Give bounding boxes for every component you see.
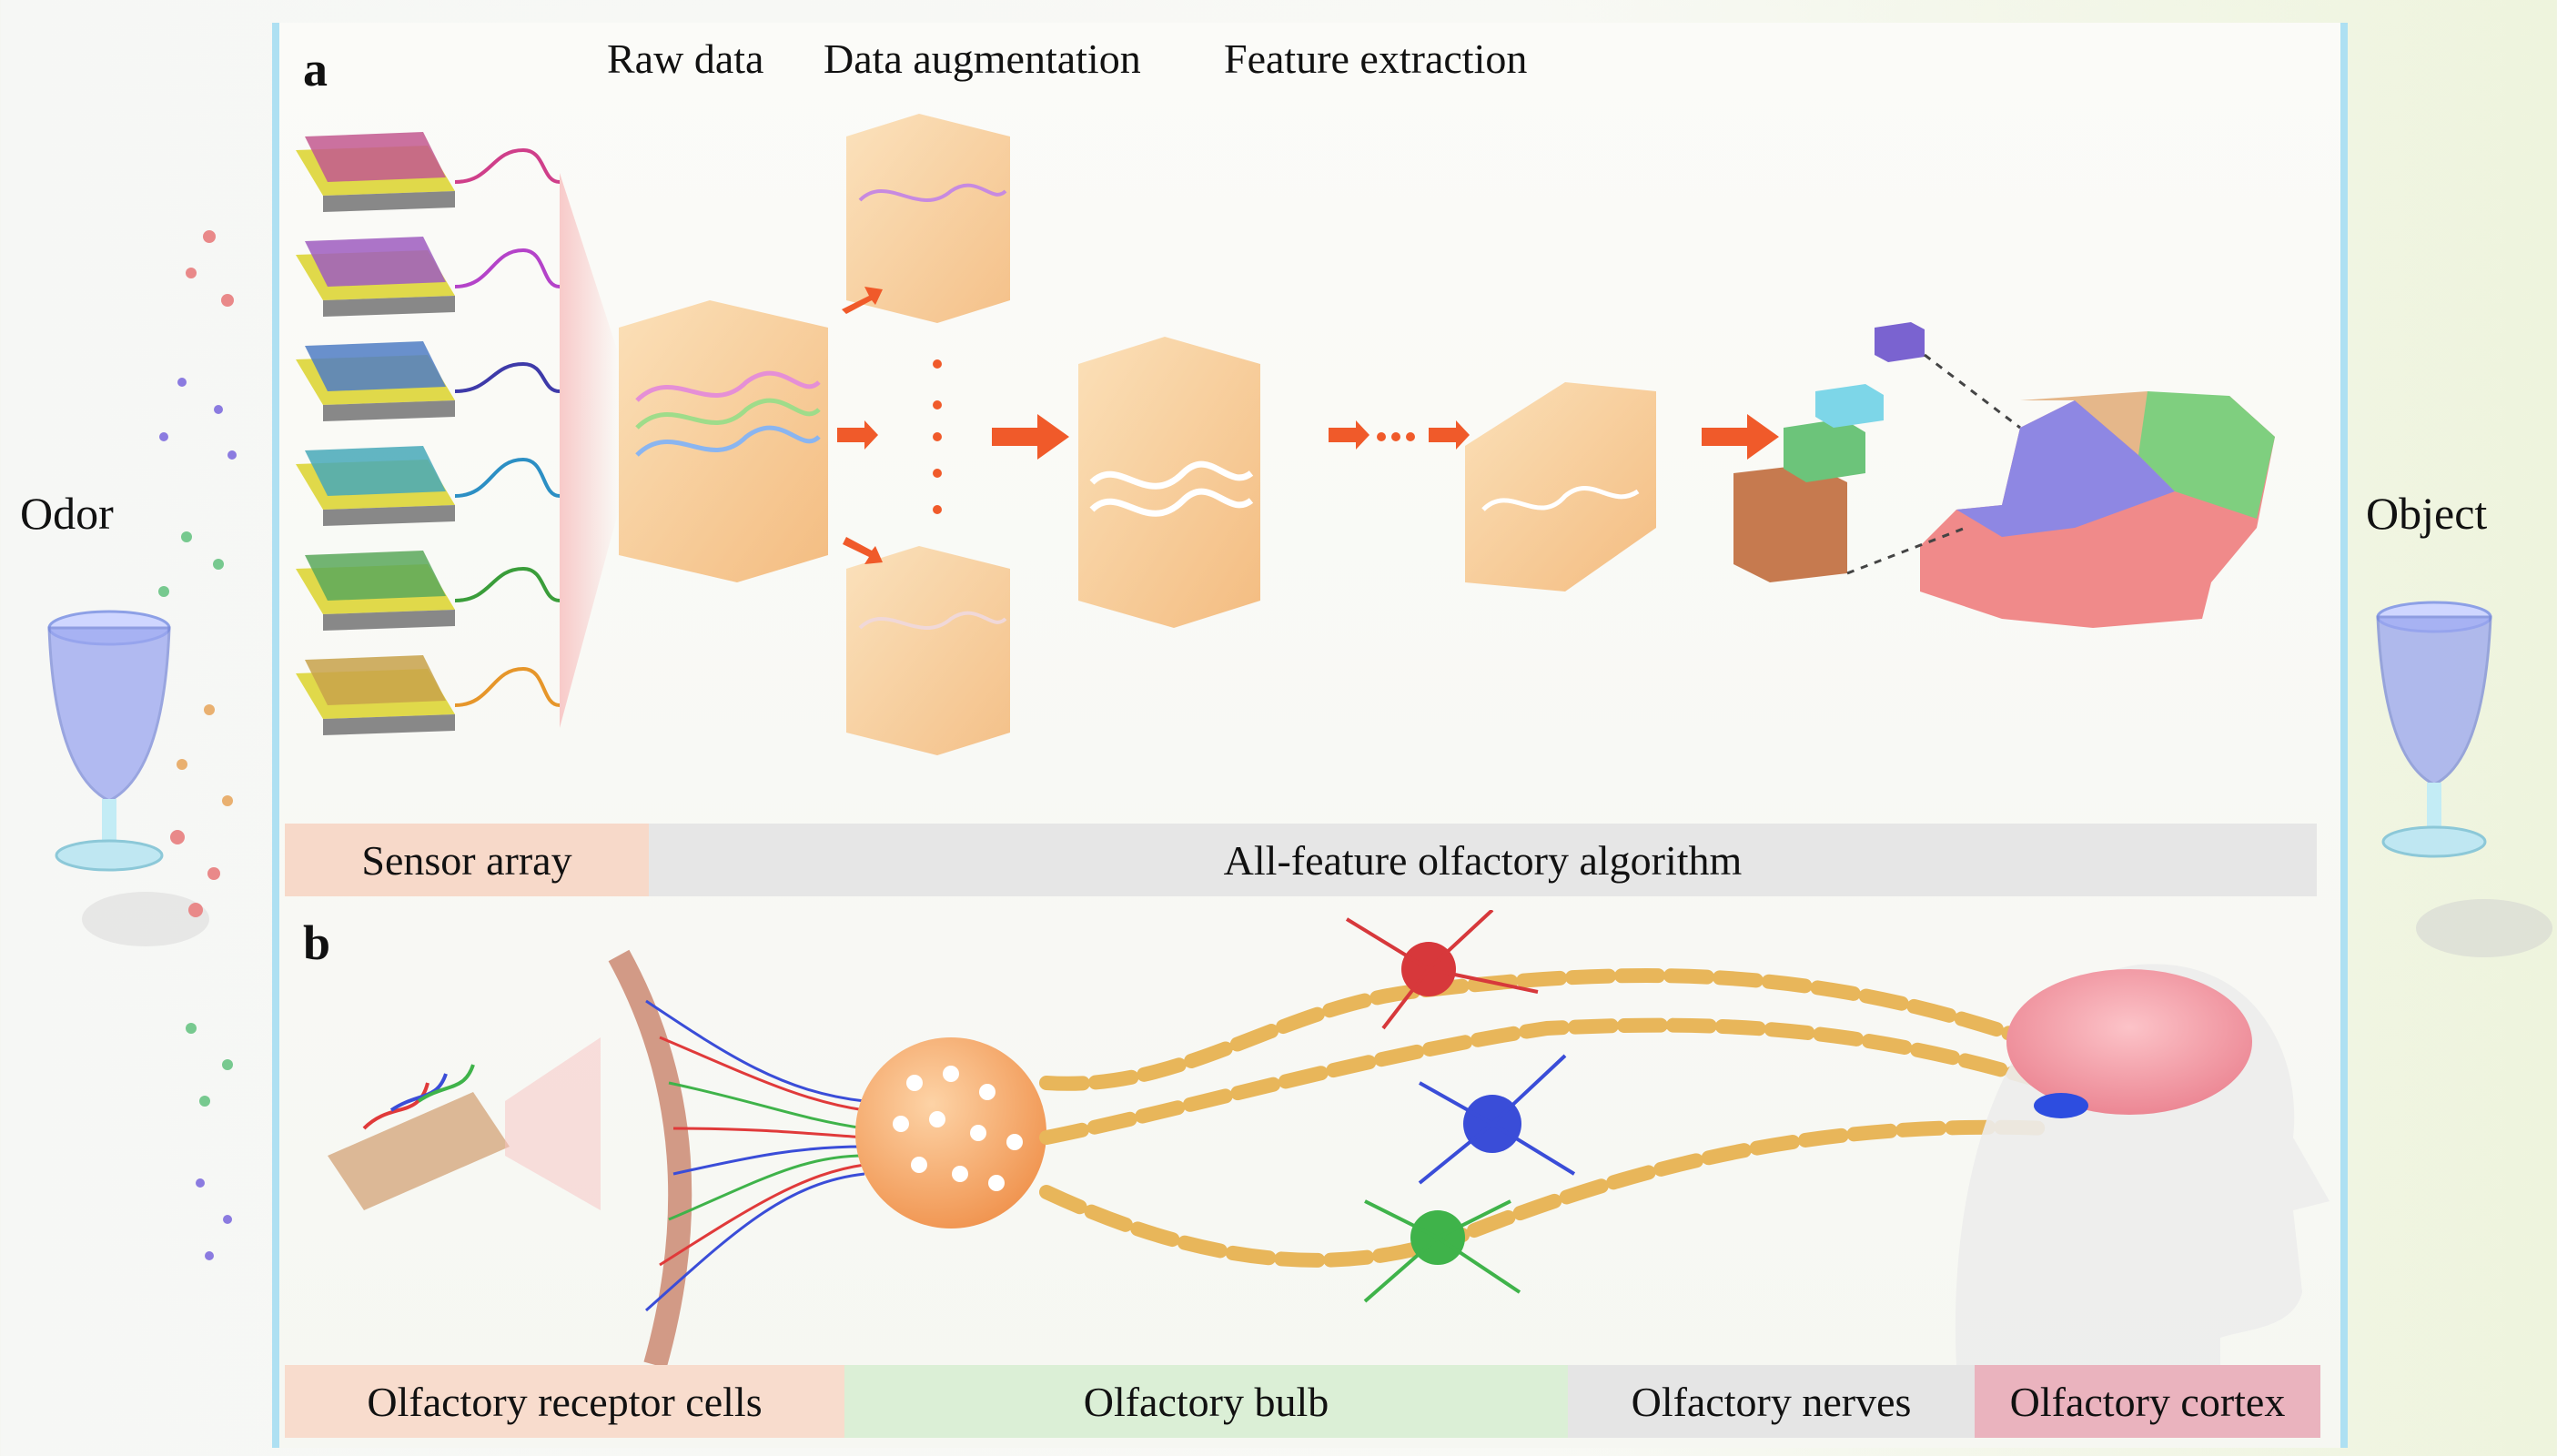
- odor-label: Odor: [20, 488, 114, 539]
- receptor-tissue: [328, 1064, 510, 1210]
- bar-sensor-array: Sensor array: [285, 824, 649, 896]
- panel-b-letter: b: [303, 915, 331, 970]
- bar-olfactory-bulb: Olfactory bulb: [844, 1365, 1568, 1438]
- bar-olfactory-nerves: Olfactory nerves: [1568, 1365, 1975, 1438]
- header-data-augmentation: Data augmentation: [824, 35, 1141, 82]
- header-feature-extraction: Feature extraction: [1224, 35, 1528, 82]
- feature-cube: [1078, 337, 1260, 628]
- neuron-green: [1363, 1199, 1521, 1303]
- bar-olfactory-receptor-cells: Olfactory receptor cells: [285, 1365, 844, 1438]
- decision-map: [1920, 391, 2275, 628]
- header-raw-data: Raw data: [607, 35, 764, 82]
- neuron-red: [1345, 910, 1539, 1030]
- bar-olfactory-cortex: Olfactory cortex: [1975, 1365, 2320, 1438]
- brain: [2006, 969, 2252, 1115]
- panel-a-letter: a: [303, 42, 328, 96]
- panel-a-illustration: [296, 114, 2275, 755]
- panel-b-illustration: [328, 910, 2330, 1369]
- extracted-feature-cube: [1465, 382, 1656, 592]
- object-label: Object: [2366, 488, 2488, 539]
- olfactory-epithelium: [608, 949, 692, 1369]
- augmented-cube-bottom: [846, 546, 1010, 755]
- feature-blocks: [1733, 322, 1925, 582]
- raw-data-cube: [619, 300, 828, 582]
- sensor-chips: [296, 132, 561, 735]
- neuron-blue: [1418, 1054, 1576, 1185]
- odor-glass-illustration: [47, 230, 237, 1260]
- augmented-cube-top: [846, 114, 1010, 323]
- bar-all-feature-olfactory-algorithm: All-feature olfactory algorithm: [649, 824, 2317, 896]
- object-glass-illustration: [2376, 601, 2552, 957]
